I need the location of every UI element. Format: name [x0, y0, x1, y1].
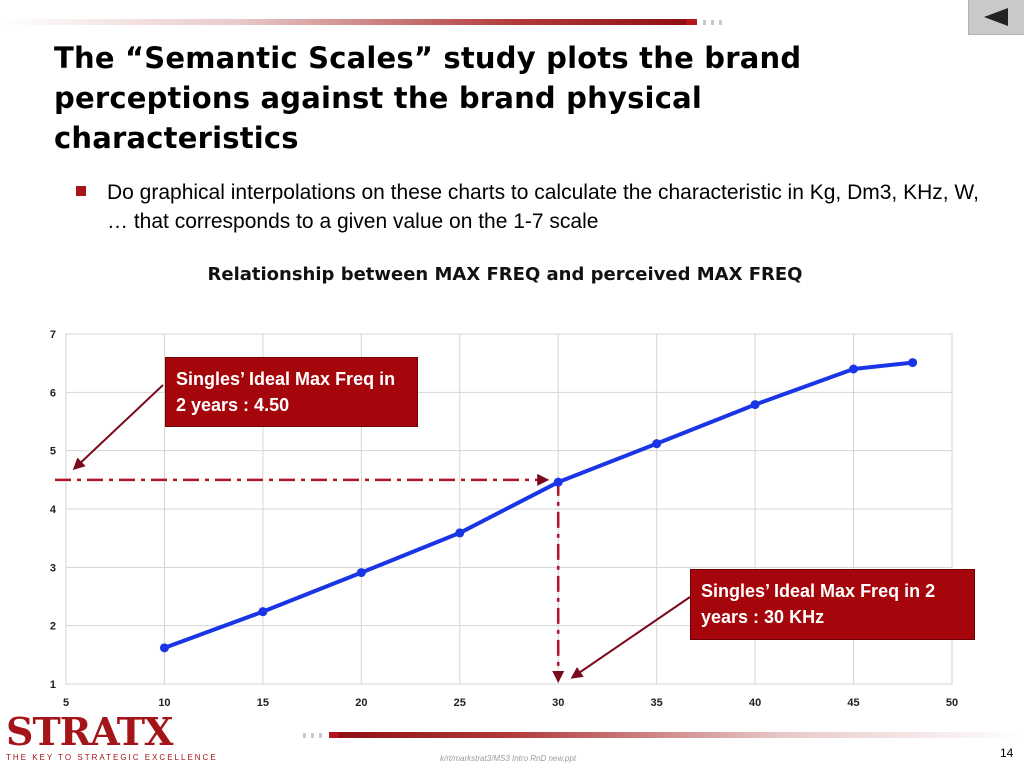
- x-tick-label: 10: [158, 697, 170, 709]
- reference-guides: [55, 473, 565, 683]
- data-point: [652, 439, 662, 449]
- bullet-square-icon: [76, 186, 86, 196]
- y-tick-label: 1: [50, 679, 56, 691]
- data-point: [908, 358, 918, 368]
- bottom-dash: [319, 733, 322, 738]
- y-tick-label: 2: [50, 621, 56, 633]
- callout-2-pointer: [570, 596, 691, 679]
- chart-title: Relationship between MAX FREQ and percei…: [207, 264, 803, 285]
- data-point: [159, 643, 169, 653]
- page-number: 14: [1000, 746, 1014, 760]
- top-dash: [711, 20, 714, 25]
- data-point: [455, 528, 465, 538]
- bottom-dash: [303, 733, 306, 738]
- top-accent-marker: [686, 19, 697, 25]
- x-tick-label: 50: [946, 697, 958, 709]
- stratx-logo: STRATX: [6, 709, 173, 754]
- bottom-accent-bar: [339, 732, 1024, 738]
- data-point: [258, 607, 268, 617]
- x-tick-label: 45: [847, 697, 859, 709]
- x-tick-label: 40: [749, 697, 761, 709]
- data-point: [849, 364, 859, 374]
- x-tick-label: 5: [63, 697, 69, 709]
- x-tick-label: 25: [454, 697, 466, 709]
- callout-ideal-frequency: Singles’ Ideal Max Freq in 2 years : 30 …: [690, 569, 975, 640]
- x-tick-label: 15: [257, 697, 269, 709]
- callout-1-pointer: [72, 384, 164, 471]
- data-point: [553, 477, 563, 487]
- bottom-accent-marker: [329, 732, 340, 738]
- footer-file-path: k/rt/markstrat3/MS3 Intro RnD new.ppt: [440, 754, 577, 763]
- y-tick-label: 3: [50, 562, 56, 574]
- callout-ideal-perception: Singles’ Ideal Max Freq in 2 years : 4.5…: [165, 357, 418, 427]
- y-tick-label: 4: [50, 504, 57, 516]
- data-point: [356, 568, 366, 578]
- slide-title: The “Semantic Scales” study plots the br…: [54, 41, 802, 155]
- y-tick-label: 5: [50, 446, 56, 458]
- top-accent-bar: [0, 19, 686, 25]
- x-tick-label: 30: [552, 697, 564, 709]
- data-series: [159, 358, 918, 653]
- logo-tagline: THE KEY TO STRATEGIC EXCELLENCE: [6, 753, 218, 762]
- x-tick-label: 35: [651, 697, 663, 709]
- back-arrow-icon: [984, 8, 1008, 26]
- y-tick-label: 6: [50, 387, 56, 399]
- data-point: [750, 400, 760, 410]
- top-dash: [719, 20, 722, 25]
- y-tick-label: 7: [50, 329, 56, 341]
- x-tick-label: 20: [355, 697, 367, 709]
- bottom-dash: [311, 733, 314, 738]
- bullet-text: Do graphical interpolations on these cha…: [107, 181, 979, 233]
- back-button[interactable]: [968, 0, 1024, 35]
- top-dash: [703, 20, 706, 25]
